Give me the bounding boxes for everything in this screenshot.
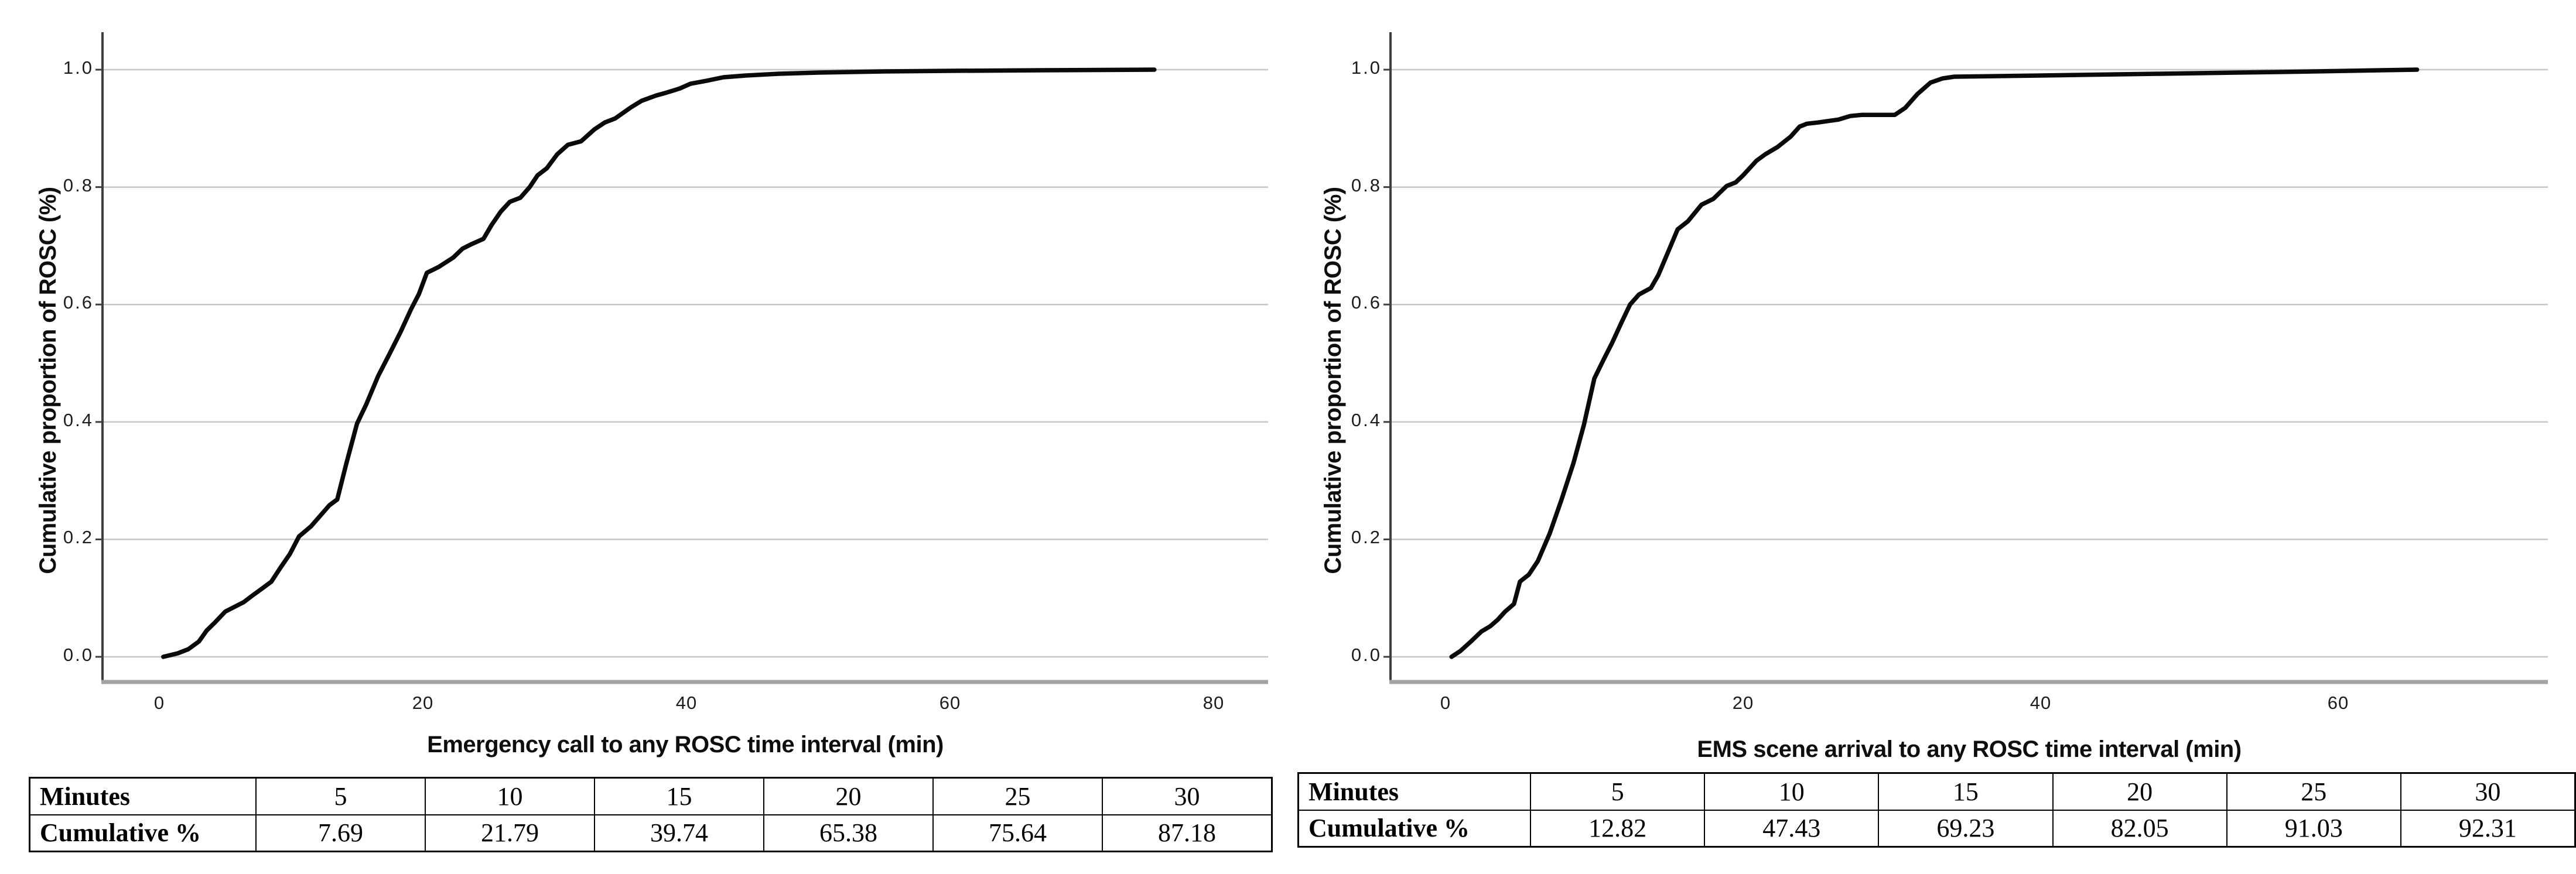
table-row-cumulative: Cumulative % 7.69 21.79 39.74 65.38 75.64 87.… — [29, 814, 1273, 852]
cumulative-pct-cell: 21.79 — [425, 814, 595, 852]
y-tick-label: 0.8 — [1351, 174, 1382, 196]
cumulative-table: Minutes 5 10 15 20 25 30 Cumulative % 12.82 47… — [1297, 772, 2576, 848]
minutes-cell: 25 — [932, 777, 1103, 815]
x-tick-label: 40 — [2030, 693, 2052, 713]
y-tick-label: 1.0 — [63, 57, 94, 78]
y-tick-label: 0.4 — [63, 409, 94, 430]
cumulative-pct-cell: 12.82 — [1530, 809, 1706, 848]
ecdf-plot — [1383, 32, 2548, 684]
y-tick-label: 1.0 — [1351, 57, 1382, 78]
cumulative-pct-cell: 69.23 — [1878, 809, 2054, 848]
row-header-cumulative: Cumulative % — [29, 814, 257, 852]
y-tick-label: 0.0 — [63, 645, 94, 665]
minutes-cell: 15 — [594, 777, 764, 815]
row-header-minutes: Minutes — [29, 777, 257, 815]
x-axis-title: Emergency call to any ROSC time interval… — [427, 732, 944, 758]
table-row-minutes: Minutes 5 10 15 20 25 30 — [1297, 772, 2576, 811]
cumulative-pct-cell: 91.03 — [2226, 809, 2401, 848]
ecdf-curve — [161, 67, 1157, 659]
cumulative-pct-cell: 7.69 — [255, 814, 426, 852]
x-tick-label: 20 — [412, 693, 434, 713]
minutes-cell: 10 — [425, 777, 595, 815]
cumulative-pct-cell: 92.31 — [2400, 809, 2576, 848]
row-header-cumulative: Cumulative % — [1297, 809, 1532, 848]
row-header-minutes: Minutes — [1297, 772, 1532, 811]
x-tick-label: 80 — [1202, 693, 1225, 713]
x-tick-label: 20 — [1732, 693, 1754, 713]
x-tick-label: 0 — [153, 693, 165, 713]
y-tick-label: 0.6 — [63, 292, 94, 313]
axes — [95, 32, 1268, 684]
minutes-cell: 20 — [2052, 772, 2227, 811]
cumulative-pct-cell: 39.74 — [594, 814, 764, 852]
minutes-cell: 5 — [255, 777, 426, 815]
table-row-cumulative: Cumulative % 12.82 47.43 69.23 82.05 91.03 92… — [1297, 809, 2576, 848]
y-axis-title: Cumulative proportion of ROSC (%) — [35, 187, 61, 574]
minutes-cell: 30 — [2400, 772, 2576, 811]
ecdf-curve — [1449, 67, 2420, 659]
x-tick-label: 0 — [1440, 693, 1451, 713]
y-tick-label: 0.6 — [1351, 292, 1382, 313]
cumulative-pct-cell: 87.18 — [1102, 814, 1273, 852]
minutes-cell: 15 — [1878, 772, 2054, 811]
y-tick-label: 0.4 — [1351, 409, 1382, 430]
cumulative-pct-cell: 75.64 — [932, 814, 1103, 852]
x-tick-label: 60 — [939, 693, 961, 713]
y-tick-label: 0.0 — [1351, 645, 1382, 665]
table-row-minutes: Minutes 5 10 15 20 25 30 — [29, 777, 1273, 815]
y-tick-label: 0.2 — [63, 527, 94, 548]
chart-panel-emergency-call: Emergency call to any ROSC time interval… — [29, 32, 1273, 852]
minutes-cell: 10 — [1704, 772, 1880, 811]
y-tick-label: 0.8 — [63, 174, 94, 196]
y-tick-label: 0.2 — [1351, 527, 1382, 548]
cumulative-table: Minutes 5 10 15 20 25 30 Cumulative % 7.69 21.… — [29, 777, 1273, 852]
gridlines — [1391, 68, 2548, 658]
x-tick-label: 40 — [675, 693, 698, 713]
minutes-cell: 30 — [1102, 777, 1273, 815]
ecdf-plot — [95, 32, 1268, 684]
cumulative-pct-cell: 65.38 — [763, 814, 934, 852]
x-tick-label: 60 — [2327, 693, 2349, 713]
chart-panel-ems-scene-arrival: EMS scene arrival to any ROSC time inter… — [1288, 0, 2576, 874]
cumulative-pct-cell: 82.05 — [2052, 809, 2227, 848]
axes — [1383, 32, 2548, 684]
minutes-cell: 20 — [763, 777, 934, 815]
x-axis-title: EMS scene arrival to any ROSC time inter… — [1697, 736, 2242, 762]
y-axis-title: Cumulative proportion of ROSC (%) — [1320, 187, 1346, 574]
minutes-cell: 5 — [1530, 772, 1706, 811]
cumulative-pct-cell: 47.43 — [1704, 809, 1880, 848]
minutes-cell: 25 — [2226, 772, 2401, 811]
